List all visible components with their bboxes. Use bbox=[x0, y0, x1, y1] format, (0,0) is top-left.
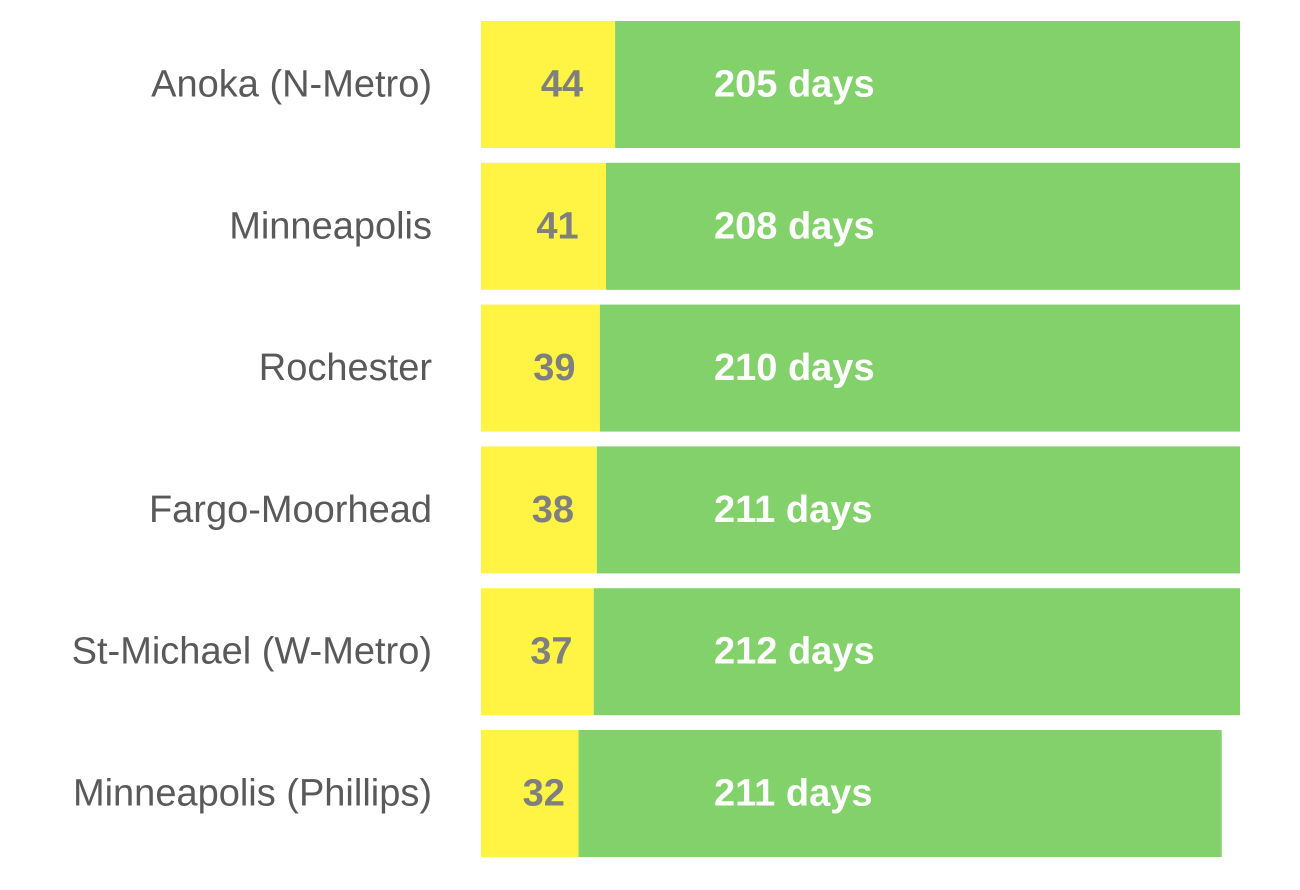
data-labels: 44 205 days 41 208 days 39 210 days 38 211 days… bbox=[523, 64, 875, 815]
category-label: Minneapolis (Phillips) bbox=[73, 773, 432, 815]
bar-green bbox=[615, 21, 1240, 148]
data-label-yellow: 37 bbox=[530, 631, 572, 673]
data-label-yellow: 38 bbox=[532, 489, 574, 531]
bar-yellow bbox=[481, 588, 594, 716]
data-label-green: 208 days bbox=[714, 205, 875, 247]
data-label-green: 205 days bbox=[714, 64, 875, 106]
category-labels: Anoka (N-Metro) Minneapolis Rochester Fargo… bbox=[72, 64, 433, 815]
bar-green bbox=[593, 588, 1240, 716]
bar-yellow bbox=[481, 162, 606, 290]
bar-yellow bbox=[481, 446, 597, 574]
data-label-green: 211 days bbox=[714, 773, 872, 815]
bar-green bbox=[578, 730, 1222, 857]
category-label: Rochester bbox=[259, 347, 433, 389]
bar-yellow bbox=[481, 730, 579, 857]
data-label-green: 210 days bbox=[714, 347, 875, 389]
bar-green bbox=[599, 304, 1240, 432]
data-label-yellow: 44 bbox=[541, 64, 583, 106]
category-label: St-Michael (W-Metro) bbox=[72, 631, 432, 673]
data-label-yellow: 41 bbox=[536, 205, 578, 247]
bar-green bbox=[605, 162, 1240, 290]
bars bbox=[481, 21, 1240, 857]
category-label: Anoka (N-Metro) bbox=[151, 64, 432, 106]
bar-green bbox=[596, 446, 1240, 574]
data-label-green: 212 days bbox=[714, 631, 875, 673]
category-label: Minneapolis bbox=[229, 205, 432, 247]
bar-yellow bbox=[481, 21, 616, 148]
category-label: Fargo-Moorhead bbox=[149, 489, 432, 531]
bar-yellow bbox=[481, 304, 600, 432]
data-label-yellow: 39 bbox=[533, 347, 575, 389]
data-label-yellow: 32 bbox=[523, 773, 565, 815]
data-label-green: 211 days bbox=[714, 489, 872, 531]
